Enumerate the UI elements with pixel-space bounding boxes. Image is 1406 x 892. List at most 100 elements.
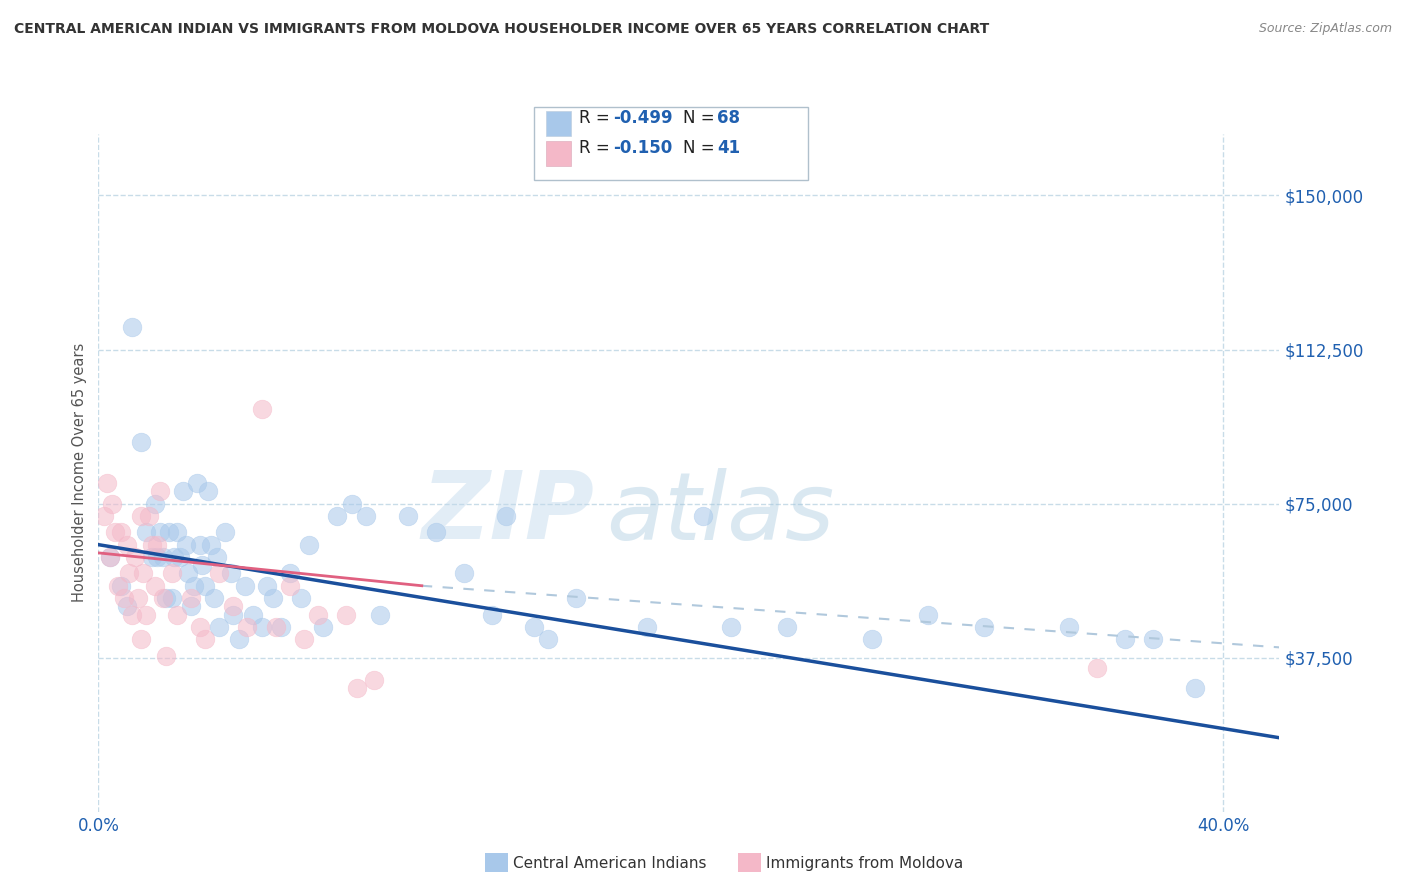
- Point: [264, 620, 287, 634]
- Point: [290, 591, 312, 605]
- Point: [141, 549, 163, 564]
- Point: [152, 591, 174, 605]
- Point: [523, 620, 546, 634]
- Point: [1184, 681, 1206, 696]
- Point: [250, 402, 273, 417]
- Point: [98, 549, 121, 564]
- Point: [270, 620, 292, 634]
- Point: [202, 591, 225, 605]
- Text: Immigrants from Moldova: Immigrants from Moldova: [766, 856, 963, 871]
- Point: [776, 620, 799, 634]
- Point: [208, 566, 231, 581]
- Point: [917, 607, 939, 622]
- Point: [188, 538, 211, 552]
- Point: [481, 607, 503, 622]
- Point: [335, 607, 357, 622]
- Point: [262, 591, 284, 605]
- Point: [692, 508, 714, 523]
- Point: [160, 591, 183, 605]
- Point: [222, 607, 245, 622]
- Point: [163, 549, 186, 564]
- Point: [135, 525, 157, 540]
- Point: [98, 549, 121, 564]
- Point: [194, 632, 217, 647]
- Point: [1085, 661, 1108, 675]
- Point: [363, 673, 385, 688]
- Point: [107, 579, 129, 593]
- Point: [326, 508, 349, 523]
- Point: [188, 620, 211, 634]
- Point: [110, 579, 132, 593]
- Y-axis label: Householder Income Over 65 years: Householder Income Over 65 years: [72, 343, 87, 602]
- Point: [115, 538, 138, 552]
- Point: [453, 566, 475, 581]
- Text: N =: N =: [683, 109, 720, 127]
- Point: [96, 476, 118, 491]
- Point: [860, 632, 883, 647]
- Point: [1114, 632, 1136, 647]
- Point: [278, 566, 301, 581]
- Point: [155, 591, 177, 605]
- Point: [346, 681, 368, 696]
- Point: [146, 549, 169, 564]
- Point: [197, 484, 219, 499]
- Point: [636, 620, 658, 634]
- Point: [219, 566, 242, 581]
- Point: [138, 508, 160, 523]
- Point: [340, 497, 363, 511]
- Point: [127, 591, 149, 605]
- Point: [228, 632, 250, 647]
- Point: [129, 632, 152, 647]
- Point: [186, 476, 208, 491]
- Text: -0.150: -0.150: [613, 139, 672, 157]
- Point: [194, 579, 217, 593]
- Text: R =: R =: [579, 139, 616, 157]
- Point: [183, 579, 205, 593]
- Point: [169, 549, 191, 564]
- Text: Central American Indians: Central American Indians: [513, 856, 707, 871]
- Point: [278, 579, 301, 593]
- Point: [110, 525, 132, 540]
- Point: [214, 525, 236, 540]
- Text: Source: ZipAtlas.com: Source: ZipAtlas.com: [1258, 22, 1392, 36]
- Point: [129, 508, 152, 523]
- Point: [132, 566, 155, 581]
- Point: [298, 538, 321, 552]
- Point: [396, 508, 419, 523]
- Point: [537, 632, 560, 647]
- Point: [155, 648, 177, 663]
- Point: [166, 607, 188, 622]
- Point: [495, 508, 517, 523]
- Text: 41: 41: [717, 139, 740, 157]
- Point: [141, 538, 163, 552]
- Point: [191, 558, 214, 573]
- Point: [565, 591, 588, 605]
- Text: atlas: atlas: [606, 468, 835, 559]
- Point: [118, 566, 141, 581]
- Point: [1057, 620, 1080, 634]
- Text: R =: R =: [579, 109, 616, 127]
- Point: [121, 319, 143, 334]
- Text: CENTRAL AMERICAN INDIAN VS IMMIGRANTS FROM MOLDOVA HOUSEHOLDER INCOME OVER 65 YE: CENTRAL AMERICAN INDIAN VS IMMIGRANTS FR…: [14, 22, 990, 37]
- Point: [292, 632, 315, 647]
- Point: [121, 607, 143, 622]
- Point: [425, 525, 447, 540]
- Point: [180, 591, 202, 605]
- Point: [93, 508, 115, 523]
- Point: [143, 497, 166, 511]
- Point: [208, 620, 231, 634]
- Point: [160, 566, 183, 581]
- Text: 68: 68: [717, 109, 740, 127]
- Text: -0.499: -0.499: [613, 109, 672, 127]
- Point: [205, 549, 228, 564]
- Point: [180, 599, 202, 614]
- Point: [149, 525, 172, 540]
- Point: [1142, 632, 1164, 647]
- Point: [146, 538, 169, 552]
- Point: [152, 549, 174, 564]
- Point: [157, 525, 180, 540]
- Point: [312, 620, 335, 634]
- Point: [720, 620, 742, 634]
- Point: [307, 607, 329, 622]
- Point: [149, 484, 172, 499]
